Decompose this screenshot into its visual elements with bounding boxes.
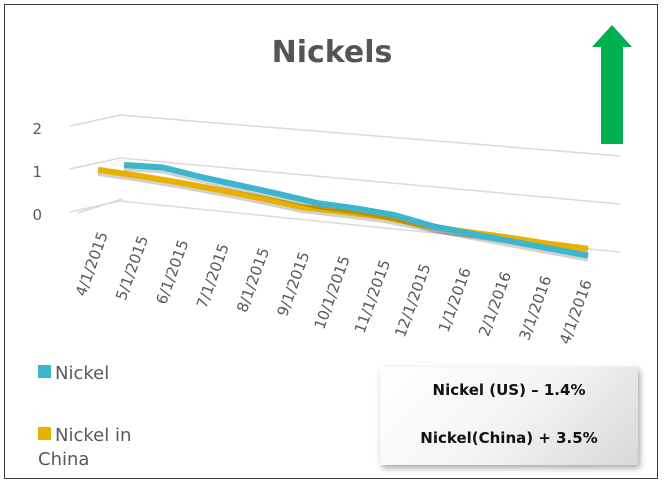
x-tick-label: 9/1/2015 <box>273 249 313 318</box>
x-tick-label: 11/1/2015 <box>351 257 394 335</box>
x-tick-label: 6/1/2015 <box>152 237 192 306</box>
gridline <box>69 114 621 157</box>
legend-swatch-nickel <box>38 365 51 378</box>
legend-nickel-china: Nickel in China <box>38 424 131 472</box>
y-tick-label: 0 <box>32 206 42 224</box>
series-line-nickel <box>123 162 589 259</box>
x-tick-label: 5/1/2015 <box>112 233 152 302</box>
x-tick-label: 1/1/2016 <box>435 265 475 334</box>
x-tick-label: 12/1/2015 <box>391 261 434 339</box>
callout-us: Nickel (US) – 1.4% <box>432 381 586 399</box>
y-tick-labels: 0 1 2 <box>32 120 42 224</box>
y-tick-label: 2 <box>32 120 42 138</box>
gridlines <box>69 114 621 253</box>
chart-title: Nickels <box>271 35 393 70</box>
legend-nickel: Nickel <box>38 362 109 386</box>
legend-swatch-nickel-china <box>38 427 51 440</box>
legend-label-nickel: Nickel <box>55 363 110 384</box>
up-arrow-icon <box>592 25 632 144</box>
x-tick-label: 4/1/2016 <box>556 277 596 346</box>
y-tick-label: 1 <box>32 163 42 181</box>
series-line-nickel-china <box>97 166 589 252</box>
x-tick-label: 10/1/2015 <box>311 253 354 331</box>
gridline <box>69 157 621 205</box>
x-tick-label: 7/1/2015 <box>193 241 233 310</box>
x-tick-label: 4/1/2015 <box>72 229 112 298</box>
legend-label-nickel-china-1: Nickel in <box>55 425 132 446</box>
gridline <box>69 200 621 253</box>
x-tick-label: 3/1/2016 <box>515 273 555 342</box>
change-callout: Nickel (US) – 1.4% Nickel(China) + 3.5% <box>380 367 638 465</box>
floor-edge <box>77 198 123 214</box>
legend-label-nickel-china-2: China <box>38 449 90 470</box>
x-tick-label: 2/1/2016 <box>475 269 515 338</box>
callout-china: Nickel(China) + 3.5% <box>420 429 598 447</box>
x-tick-label: 8/1/2015 <box>233 245 273 314</box>
series-lines <box>97 162 589 262</box>
